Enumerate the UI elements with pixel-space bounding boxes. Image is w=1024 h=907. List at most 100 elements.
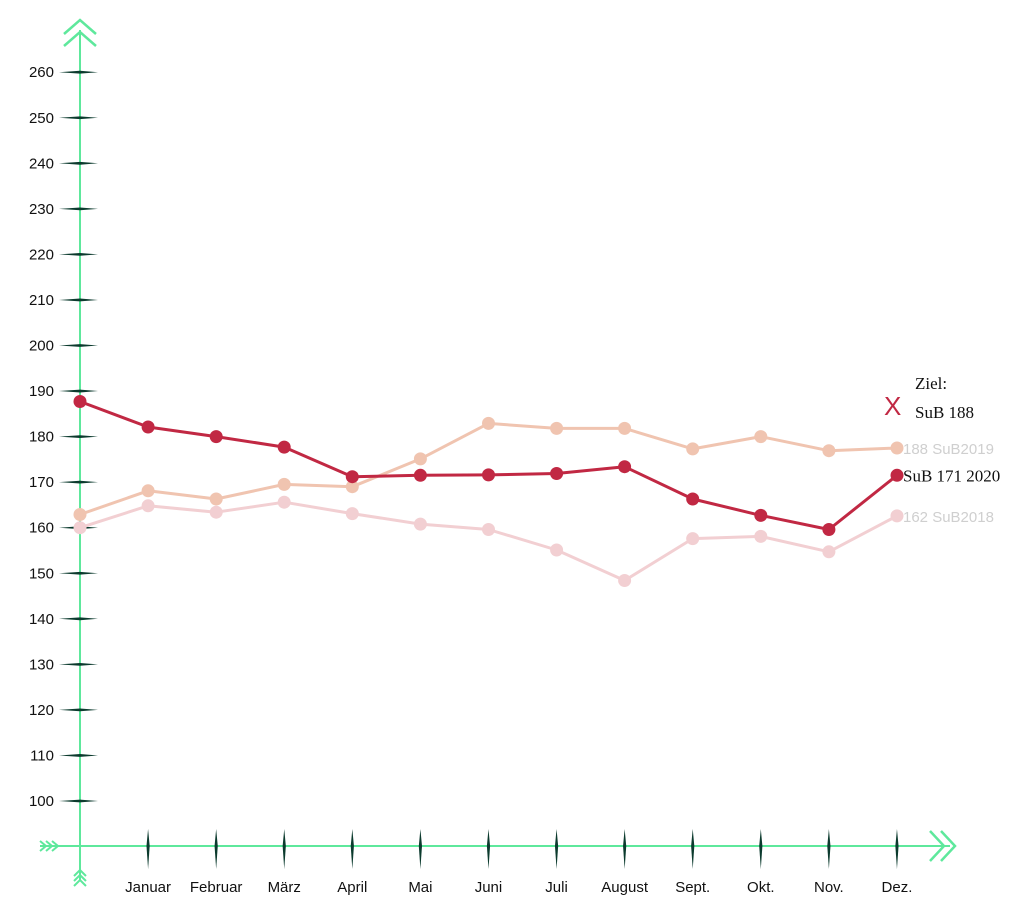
x-tick-mark: [623, 829, 627, 869]
data-point: [890, 509, 904, 523]
data-point: [822, 444, 836, 458]
data-point: [345, 507, 359, 521]
data-point: [73, 395, 87, 408]
x-tick-label: Mai: [408, 879, 432, 896]
x-tick-mark: [691, 829, 695, 869]
y-tick-mark: [59, 161, 98, 165]
series-line: [79, 500, 898, 582]
y-axis-fletching-icon: [73, 868, 87, 877]
data-point: [413, 452, 427, 466]
y-tick-mark: [59, 708, 98, 712]
series-lines: [73, 395, 904, 587]
series-end-label: 188 SuB2019: [903, 441, 994, 458]
data-point: [209, 505, 223, 519]
end-labels: 162 SuB2018 188 SuB2019 SuB 171 2020 X Ziel:…: [884, 374, 1000, 526]
x-tick-label: Juli: [545, 879, 568, 896]
y-tick-label: 170: [29, 474, 54, 491]
x-axis: Januar Februar März April Mai Juni Juli August S…: [39, 829, 957, 896]
x-tick-label: April: [337, 879, 367, 896]
data-point: [618, 460, 632, 474]
y-tick-label: 200: [29, 338, 54, 355]
x-tick-label: Dez.: [882, 879, 913, 896]
y-axis-arrow-icon: [63, 30, 97, 47]
x-tick-label: August: [601, 879, 649, 896]
data-point: [686, 442, 700, 456]
data-point: [413, 517, 427, 531]
y-tick-mark: [59, 344, 98, 347]
data-point: [550, 421, 564, 435]
x-tick-mark: [895, 829, 899, 869]
y-tick-label: 120: [29, 702, 54, 719]
data-point: [618, 574, 632, 587]
y-tick-label: 160: [29, 520, 54, 537]
y-tick-label: 130: [29, 656, 54, 673]
data-point: [141, 420, 155, 434]
x-tick-mark: [282, 829, 286, 869]
x-tick-mark: [759, 829, 763, 869]
y-tick-mark: [59, 253, 98, 256]
data-point: [209, 430, 223, 444]
y-tick-label: 260: [29, 64, 54, 81]
data-point: [345, 470, 359, 484]
series-end-label: SuB 171 2020: [903, 466, 1000, 485]
x-tick-mark: [214, 829, 218, 869]
x-tick-mark: [554, 829, 559, 869]
y-tick-mark: [59, 662, 98, 666]
data-point: [73, 521, 87, 535]
target-x-icon: X: [884, 391, 901, 421]
x-tick-mark: [350, 829, 354, 869]
y-tick-label: 230: [29, 201, 54, 218]
y-tick-mark: [59, 480, 98, 484]
y-tick-label: 220: [29, 246, 54, 263]
target-label-line1: Ziel:: [915, 374, 947, 393]
data-point: [686, 532, 700, 546]
x-tick-mark: [486, 829, 491, 869]
y-tick-label: 210: [29, 292, 54, 309]
x-tick-label: Okt.: [747, 879, 775, 896]
data-point: [754, 508, 768, 522]
y-axis-fletching-icon: [73, 878, 87, 887]
y-tick-label: 250: [29, 110, 54, 127]
data-point: [141, 484, 155, 498]
data-point: [618, 421, 632, 435]
data-point: [686, 492, 700, 506]
data-point: [550, 467, 564, 480]
y-tick-mark: [59, 435, 98, 438]
y-tick-mark: [59, 799, 98, 803]
data-point: [822, 523, 836, 536]
series-end-label: 162 SuB2018: [903, 509, 994, 526]
data-point: [754, 529, 768, 543]
y-tick-label: 240: [29, 155, 54, 172]
y-tick-label: 190: [29, 383, 54, 400]
x-tick-label: Nov.: [814, 879, 844, 896]
data-point: [277, 440, 291, 454]
y-tick-mark: [59, 116, 98, 120]
x-tick-label: März: [268, 879, 301, 896]
x-tick-mark: [827, 829, 831, 869]
y-tick-label: 150: [29, 565, 54, 582]
data-point: [482, 416, 495, 430]
x-axis-arrow-icon: [940, 830, 957, 862]
data-point: [277, 477, 291, 491]
y-tick-mark: [59, 298, 98, 302]
data-point: [754, 430, 768, 444]
y-axis: 100 110 120 130 140 150 160 170 180 190 200 210 220 2…: [29, 18, 98, 887]
data-point: [277, 495, 291, 509]
data-point: [141, 499, 155, 513]
x-axis-arrow-icon: [929, 830, 946, 862]
x-tick-label: Februar: [190, 879, 243, 896]
x-axis-fletching-icon: [45, 840, 54, 852]
data-point: [890, 441, 904, 455]
y-tick-label: 110: [30, 747, 54, 764]
y-axis-arrow-icon: [63, 18, 97, 35]
x-tick-label: Juni: [475, 879, 503, 896]
y-tick-label: 100: [29, 793, 54, 810]
y-axis-fletching-icon: [73, 873, 87, 882]
data-point: [482, 523, 495, 536]
y-tick-mark: [59, 389, 98, 393]
y-tick-mark: [59, 70, 98, 74]
data-point: [550, 543, 564, 557]
x-tick-mark: [418, 829, 422, 869]
target-label-line2: SuB 188: [915, 403, 974, 422]
